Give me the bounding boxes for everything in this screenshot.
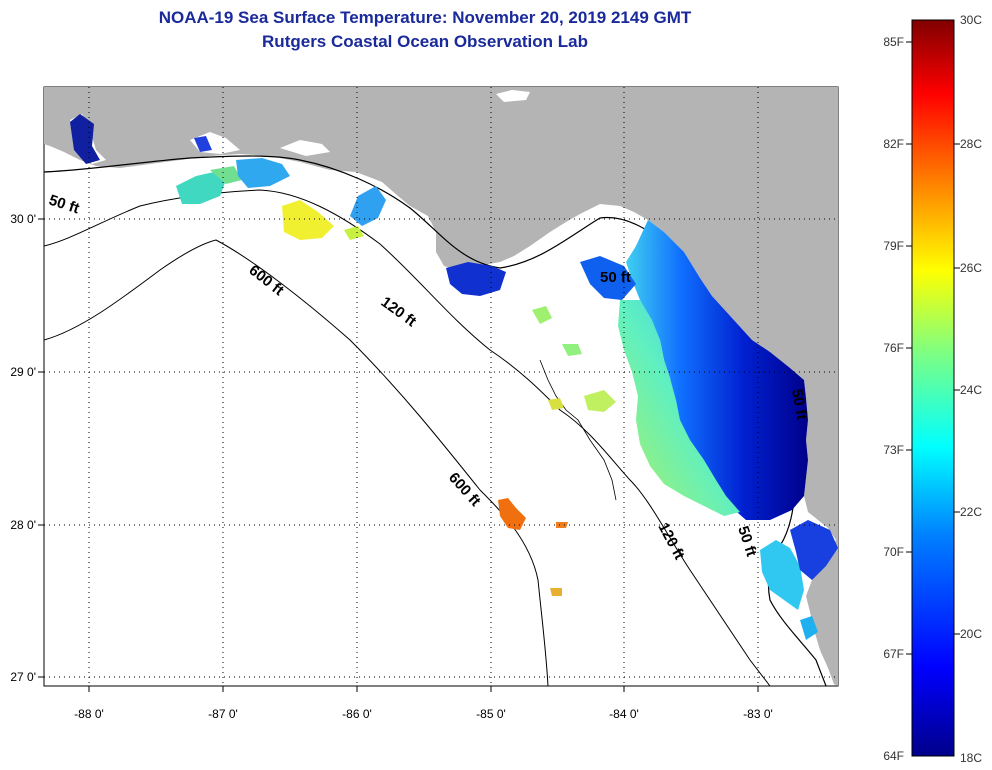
- sst-cyan-south: [760, 540, 804, 610]
- colorbar-c-label: 18C: [960, 751, 982, 765]
- lon-label: -88 0': [74, 707, 104, 721]
- colorbar-f-label: 79F: [883, 239, 904, 253]
- lon-label: -84 0': [609, 707, 639, 721]
- colorbar-ticks: [906, 41, 960, 655]
- colorbar-c-label: 24C: [960, 383, 982, 397]
- lat-label: 30 0': [10, 212, 36, 226]
- sst-blue-shelf: [626, 220, 808, 520]
- map-title: NOAA-19 Sea Surface Temperature: Novembe…: [158, 8, 692, 27]
- contour-label-50-bigbend: 50 ft: [600, 269, 631, 286]
- sst-green-patch: [618, 300, 740, 516]
- colorbar-f-label: 85F: [883, 35, 904, 49]
- colorbar-c-label: 26C: [960, 261, 982, 275]
- lat-label: 28 0': [10, 518, 36, 532]
- axis-ticks: [38, 218, 759, 692]
- colorbar-f-label: 67F: [883, 647, 904, 661]
- lat-label: 29 0': [10, 365, 36, 379]
- colorbar-f-label: 64F: [883, 749, 904, 763]
- colorbar-f-label: 73F: [883, 443, 904, 457]
- land-mass: [44, 87, 838, 686]
- colorbar-c-label: 20C: [960, 627, 982, 641]
- lon-label: -83 0': [743, 707, 773, 721]
- map-subtitle: Rutgers Coastal Ocean Observation Lab: [262, 32, 588, 51]
- colorbar-c-label: 30C: [960, 13, 982, 27]
- colorbar-f-label: 82F: [883, 137, 904, 151]
- lon-label: -85 0': [476, 707, 506, 721]
- sst-orange-patch: [498, 498, 526, 530]
- contour-label-50-east: 50 ft: [788, 388, 810, 421]
- sst-west-patch: [176, 172, 226, 204]
- colorbar-f-label: 70F: [883, 545, 904, 559]
- colorbar-c-label: 28C: [960, 137, 982, 151]
- colorbar-f-label: 76F: [883, 341, 904, 355]
- lon-label: -86 0': [342, 707, 372, 721]
- sst-yellow-patch: [282, 200, 334, 240]
- colorbar-c-label: 22C: [960, 505, 982, 519]
- colorbar: [911, 19, 955, 757]
- lat-label: 27 0': [10, 670, 36, 684]
- lon-label: -87 0': [208, 707, 238, 721]
- contour-600-line: [44, 239, 549, 686]
